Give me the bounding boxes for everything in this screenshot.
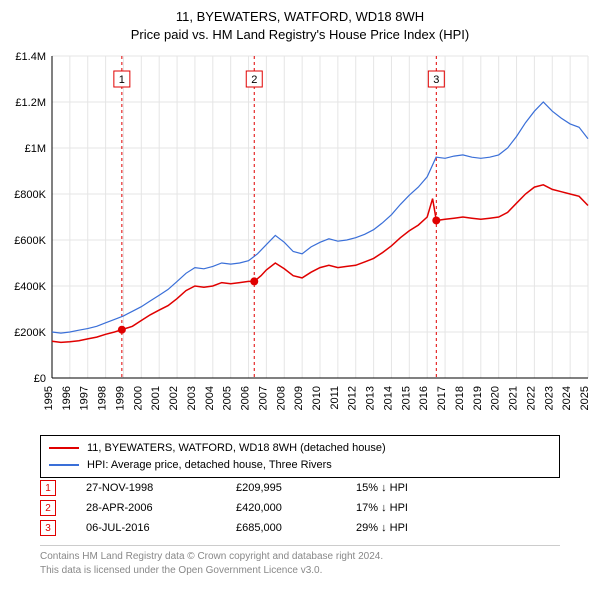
legend: 11, BYEWATERS, WATFORD, WD18 8WH (detach…: [40, 435, 560, 478]
svg-text:1998: 1998: [97, 386, 109, 410]
svg-text:2: 2: [251, 74, 257, 86]
svg-text:£0: £0: [34, 373, 46, 385]
svg-text:£400K: £400K: [14, 281, 46, 293]
sale-date: 06-JUL-2016: [86, 522, 236, 534]
svg-text:2001: 2001: [150, 386, 162, 410]
legend-swatch: [49, 464, 79, 466]
footer-line-2: This data is licensed under the Open Gov…: [40, 564, 560, 578]
svg-text:3: 3: [433, 74, 439, 86]
sale-number: 2: [45, 503, 51, 514]
title-line-2: Price paid vs. HM Land Registry's House …: [0, 26, 600, 44]
sale-date: 28-APR-2006: [86, 502, 236, 514]
sale-price: £685,000: [236, 522, 356, 534]
sale-delta: 29% ↓ HPI: [356, 522, 476, 534]
svg-text:2009: 2009: [293, 386, 305, 410]
svg-text:£200K: £200K: [14, 327, 46, 339]
svg-text:2006: 2006: [240, 386, 252, 410]
sales-row: 1 27-NOV-1998 £209,995 15% ↓ HPI: [40, 478, 560, 498]
legend-row: HPI: Average price, detached house, Thre…: [49, 457, 551, 474]
svg-text:1996: 1996: [61, 386, 73, 410]
svg-text:2003: 2003: [186, 386, 198, 410]
svg-text:£600K: £600K: [14, 235, 46, 247]
sale-delta: 17% ↓ HPI: [356, 502, 476, 514]
footer-line-1: Contains HM Land Registry data © Crown c…: [40, 550, 560, 564]
sales-row: 2 28-APR-2006 £420,000 17% ↓ HPI: [40, 498, 560, 518]
svg-text:2000: 2000: [132, 386, 144, 410]
sales-table: 1 27-NOV-1998 £209,995 15% ↓ HPI 2 28-AP…: [40, 478, 560, 538]
svg-text:2008: 2008: [275, 386, 287, 410]
chart-title: 11, BYEWATERS, WATFORD, WD18 8WH Price p…: [0, 0, 600, 44]
sale-price: £209,995: [236, 482, 356, 494]
sale-delta: 15% ↓ HPI: [356, 482, 476, 494]
footer: Contains HM Land Registry data © Crown c…: [40, 545, 560, 577]
svg-text:2007: 2007: [257, 386, 269, 410]
legend-row: 11, BYEWATERS, WATFORD, WD18 8WH (detach…: [49, 440, 551, 457]
sale-number-box: 1: [40, 480, 56, 496]
svg-text:£1.4M: £1.4M: [15, 51, 46, 63]
svg-text:2015: 2015: [400, 386, 412, 410]
chart-plot: £0 £200K £400K £600K £800K £1M £1.2M £1.4M 1995 1…: [0, 48, 600, 428]
svg-text:2019: 2019: [472, 386, 484, 410]
svg-text:2014: 2014: [382, 386, 394, 410]
chart-container: 11, BYEWATERS, WATFORD, WD18 8WH Price p…: [0, 0, 600, 590]
svg-text:1: 1: [119, 74, 125, 86]
svg-text:1999: 1999: [114, 386, 126, 410]
svg-text:2021: 2021: [508, 386, 520, 410]
sale-number: 1: [45, 483, 51, 494]
sale-date: 27-NOV-1998: [86, 482, 236, 494]
sale-number-box: 2: [40, 500, 56, 516]
sale-number: 3: [45, 523, 51, 534]
svg-text:2012: 2012: [347, 386, 359, 410]
svg-text:1995: 1995: [43, 386, 55, 410]
svg-text:£1.2M: £1.2M: [15, 97, 46, 109]
svg-text:2024: 2024: [561, 386, 573, 410]
svg-text:2017: 2017: [436, 386, 448, 410]
title-line-1: 11, BYEWATERS, WATFORD, WD18 8WH: [0, 8, 600, 26]
legend-label: HPI: Average price, detached house, Thre…: [87, 457, 332, 474]
svg-text:2005: 2005: [222, 386, 234, 410]
svg-text:2023: 2023: [543, 386, 555, 410]
svg-text:2016: 2016: [418, 386, 430, 410]
sale-price: £420,000: [236, 502, 356, 514]
sale-number-box: 3: [40, 520, 56, 536]
sales-row: 3 06-JUL-2016 £685,000 29% ↓ HPI: [40, 518, 560, 538]
svg-text:2018: 2018: [454, 386, 466, 410]
svg-text:£1M: £1M: [25, 143, 46, 155]
svg-text:2013: 2013: [365, 386, 377, 410]
svg-text:2022: 2022: [525, 386, 537, 410]
legend-swatch: [49, 447, 79, 449]
svg-text:2011: 2011: [329, 386, 341, 410]
legend-label: 11, BYEWATERS, WATFORD, WD18 8WH (detach…: [87, 440, 386, 457]
svg-text:2002: 2002: [168, 386, 180, 410]
svg-text:2025: 2025: [579, 386, 591, 410]
svg-text:2020: 2020: [490, 386, 502, 410]
svg-text:2004: 2004: [204, 386, 216, 410]
svg-text:1997: 1997: [79, 386, 91, 410]
svg-text:£800K: £800K: [14, 189, 46, 201]
svg-text:2010: 2010: [311, 386, 323, 410]
